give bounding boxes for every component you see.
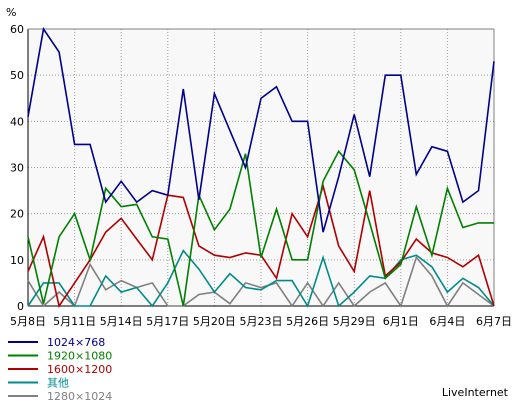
series-line-2 bbox=[27, 149, 494, 307]
legend-label: 1024×768 bbox=[47, 336, 105, 349]
y-tick-label: 20 bbox=[10, 208, 24, 221]
x-tick-label: 5月20日 bbox=[193, 315, 236, 328]
y-tick-label: 60 bbox=[10, 23, 24, 36]
series-line-5 bbox=[27, 255, 495, 308]
x-tick-label: 5月8日 bbox=[10, 315, 46, 328]
y-tick-label: 40 bbox=[10, 115, 24, 128]
x-tick-label: 6月4日 bbox=[429, 315, 465, 328]
legend-label: 1920×1080 bbox=[47, 350, 112, 363]
x-tick-label: 5月11日 bbox=[53, 315, 96, 328]
x-tick-label: 5月14日 bbox=[100, 315, 143, 328]
x-tick-label: 6月1日 bbox=[383, 315, 419, 328]
y-tick-label: 30 bbox=[10, 162, 24, 175]
liveinternet-brand: LiveInternet bbox=[441, 386, 508, 399]
legend-label: 1600×1200 bbox=[47, 363, 112, 376]
y-tick-label: 50 bbox=[10, 69, 24, 82]
x-tick-label: 5月23日 bbox=[240, 315, 283, 328]
series-line-4 bbox=[27, 249, 495, 308]
y-axis-label: % bbox=[6, 6, 16, 19]
x-tick-label: 5月17日 bbox=[146, 315, 189, 328]
y-tick-label: 0 bbox=[17, 300, 24, 313]
x-tick-label: 5月26日 bbox=[286, 315, 329, 328]
x-tick-label: 5月29日 bbox=[333, 315, 376, 328]
x-tick-label: 6月7日 bbox=[476, 315, 512, 328]
legend-label: 其他 bbox=[47, 377, 69, 390]
series-line-1 bbox=[27, 26, 495, 233]
legend-label: 1280×1024 bbox=[47, 390, 112, 403]
y-tick-label: 10 bbox=[10, 254, 24, 267]
